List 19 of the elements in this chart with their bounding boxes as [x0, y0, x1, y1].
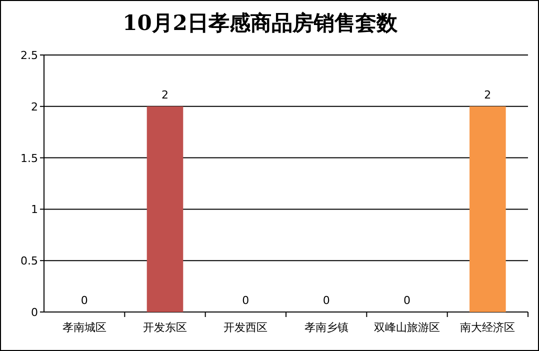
data-label: 2: [162, 88, 168, 102]
x-tick-label: 孝南城区: [62, 321, 106, 334]
y-tick-label: 0.5: [20, 254, 38, 268]
y-tick-label: 1.5: [20, 152, 38, 165]
data-label: 0: [242, 294, 250, 307]
x-tick-label: 孝南乡镇: [304, 321, 348, 334]
data-label: 2: [484, 88, 492, 102]
data-label: 0: [322, 294, 330, 307]
y-tick-label: 1: [31, 203, 38, 216]
y-tick-label: 2: [31, 100, 38, 114]
data-label: 0: [80, 294, 88, 307]
x-tick-label: 双峰山旅游区: [374, 321, 440, 334]
x-tick-label: 开发东区: [143, 321, 187, 334]
y-tick-label: 2.5: [20, 49, 38, 62]
x-tick-label: 南大经济区: [460, 321, 516, 334]
y-tick-label: 0: [31, 306, 38, 319]
chart-title: 10月2日孝感商品房销售套数: [122, 10, 398, 35]
data-label: 0: [404, 294, 410, 307]
x-tick-label: 开发西区: [224, 321, 268, 334]
